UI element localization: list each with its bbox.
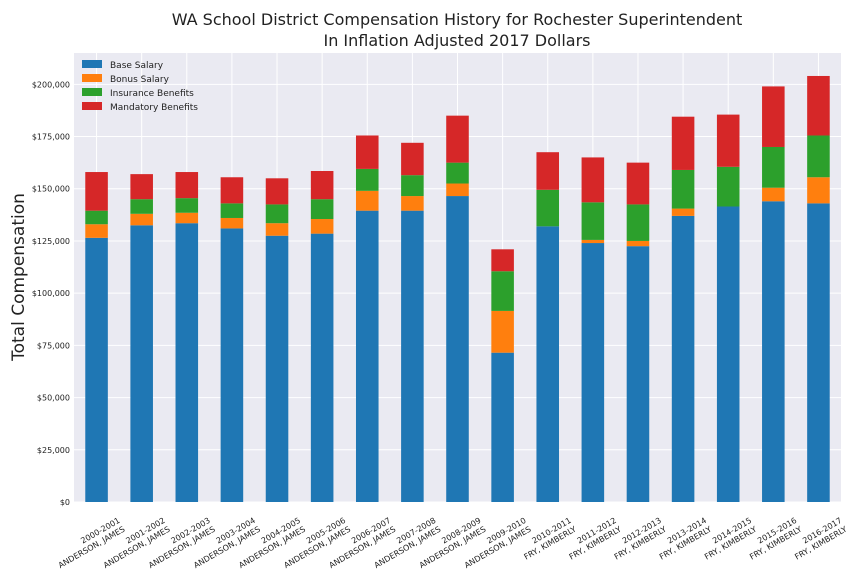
- bar-segment-insurance-benefits: [265, 204, 289, 224]
- bar-segment-base-salary: [220, 228, 244, 502]
- y-axis-ticks: $0 $25,000 $50,000 $75,000 $100,000 $125,000 $…: [32, 80, 70, 507]
- legend: Base Salary Bonus Salary Insurance Benefit…: [82, 60, 198, 113]
- bar-segment-base-salary: [401, 210, 424, 502]
- legend-label: Mandatory Benefits: [110, 103, 198, 113]
- y-tick-label: $25,000: [37, 446, 70, 455]
- bar-segment-bonus-salary: [130, 213, 153, 226]
- bar-segment-mandatory-benefits: [762, 86, 785, 147]
- legend-swatch: [82, 74, 102, 82]
- legend-label: Base Salary: [110, 61, 164, 71]
- bar-segment-base-salary: [491, 352, 514, 502]
- bar-segment-mandatory-benefits: [355, 135, 379, 169]
- chart-title: WA School District Compensation History …: [172, 10, 743, 29]
- bar-segment-bonus-salary: [310, 219, 334, 234]
- bar-segment-insurance-benefits: [446, 162, 469, 184]
- bar-segment-bonus-salary: [762, 187, 785, 202]
- y-tick-label: $75,000: [37, 341, 70, 350]
- bar-segment-bonus-salary: [85, 224, 108, 238]
- y-tick-label: $0: [60, 498, 70, 507]
- bar-segment-bonus-salary: [401, 196, 424, 211]
- bar-segment-mandatory-benefits: [716, 114, 740, 167]
- y-tick-label: $50,000: [37, 394, 70, 403]
- bar-segment-mandatory-benefits: [491, 249, 514, 272]
- bar-segment-mandatory-benefits: [85, 172, 108, 211]
- bar-segment-bonus-salary: [626, 240, 650, 247]
- y-tick-label: $175,000: [32, 133, 70, 142]
- bar-segment-bonus-salary: [175, 212, 199, 224]
- y-tick-label: $150,000: [32, 185, 70, 194]
- bar-segment-base-salary: [265, 235, 289, 503]
- bar-segment-bonus-salary: [491, 310, 514, 353]
- y-tick-label: $100,000: [32, 289, 70, 298]
- bar-segment-insurance-benefits: [130, 199, 153, 214]
- bar-segment-base-salary: [355, 210, 379, 502]
- chart-subtitle: In Inflation Adjusted 2017 Dollars: [323, 31, 590, 50]
- bar-segment-mandatory-benefits: [175, 172, 199, 199]
- bar-segment-insurance-benefits: [536, 189, 560, 227]
- legend-swatch: [82, 88, 102, 96]
- bar-segment-insurance-benefits: [175, 198, 199, 213]
- bar-segment-insurance-benefits: [491, 271, 514, 311]
- bar-segment-mandatory-benefits: [581, 157, 605, 203]
- y-tick-label: $125,000: [32, 237, 70, 246]
- bar-segment-mandatory-benefits: [807, 75, 830, 136]
- bar-segment-insurance-benefits: [762, 146, 785, 188]
- bar-segment-bonus-salary: [671, 208, 695, 216]
- bar-segment-base-salary: [85, 237, 108, 502]
- bar-segment-base-salary: [310, 233, 334, 503]
- bar-segment-insurance-benefits: [581, 202, 605, 240]
- bar-segment-base-salary: [671, 215, 695, 503]
- bar-segment-mandatory-benefits: [220, 177, 244, 204]
- bar-segment-base-salary: [581, 243, 605, 502]
- legend-swatch: [82, 60, 102, 68]
- bar-segment-base-salary: [536, 226, 560, 502]
- bar-segment-bonus-salary: [355, 190, 379, 211]
- bar-segment-insurance-benefits: [85, 210, 108, 225]
- bars: [85, 75, 830, 503]
- legend-label: Insurance Benefits: [110, 89, 194, 99]
- x-axis-ticks: 2000-2001ANDERSON, JAMES2001-2002ANDERSO…: [57, 516, 849, 570]
- bar-segment-base-salary: [762, 201, 785, 502]
- legend-swatch: [82, 102, 102, 110]
- bar-segment-base-salary: [130, 225, 153, 502]
- bar-segment-base-salary: [807, 203, 830, 502]
- bar-segment-base-salary: [175, 223, 199, 502]
- bar-segment-mandatory-benefits: [265, 178, 289, 205]
- y-axis-label: Total Compensation: [9, 193, 29, 362]
- bar-segment-mandatory-benefits: [310, 170, 334, 200]
- bar-segment-base-salary: [716, 206, 740, 502]
- bar-segment-mandatory-benefits: [401, 142, 424, 176]
- bar-segment-mandatory-benefits: [671, 116, 695, 170]
- bar-segment-insurance-benefits: [220, 203, 244, 218]
- bar-segment-base-salary: [626, 246, 650, 502]
- bar-segment-insurance-benefits: [807, 135, 830, 178]
- bar-segment-bonus-salary: [807, 177, 830, 204]
- bar-segment-bonus-salary: [265, 223, 289, 236]
- bar-segment-insurance-benefits: [401, 175, 424, 197]
- bar-segment-mandatory-benefits: [626, 162, 650, 205]
- bar-segment-mandatory-benefits: [536, 152, 560, 190]
- bar-segment-mandatory-benefits: [130, 174, 153, 200]
- bar-segment-mandatory-benefits: [446, 115, 469, 163]
- bar-segment-bonus-salary: [446, 183, 469, 197]
- bar-segment-insurance-benefits: [671, 169, 695, 209]
- bar-segment-insurance-benefits: [626, 204, 650, 241]
- legend-label: Bonus Salary: [110, 75, 170, 85]
- bar-segment-bonus-salary: [581, 239, 605, 244]
- y-tick-label: $200,000: [32, 80, 70, 89]
- bar-segment-insurance-benefits: [355, 168, 379, 191]
- bar-segment-base-salary: [446, 196, 469, 503]
- bar-segment-insurance-benefits: [716, 166, 740, 207]
- bar-segment-bonus-salary: [220, 217, 244, 229]
- bar-segment-insurance-benefits: [310, 199, 334, 220]
